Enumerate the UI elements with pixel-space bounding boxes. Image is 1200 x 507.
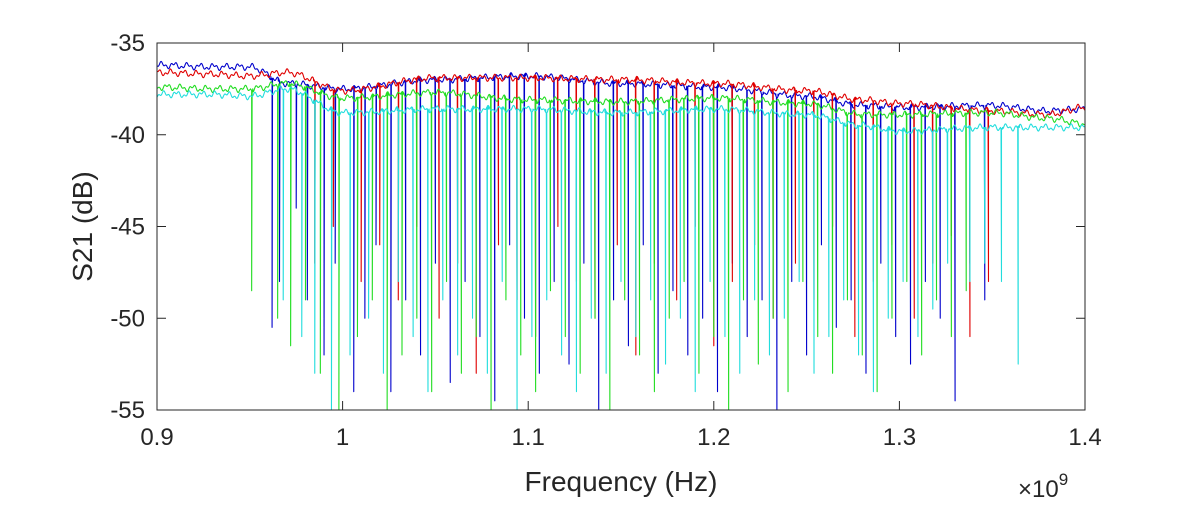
x-axis-exponent-power: 9 [1059,470,1068,489]
y-tick-label: -40 [110,122,145,149]
x-axis-exponent-base: ×10 [1018,476,1059,503]
x-tick-label: 1.1 [512,424,545,451]
x-tick-label: 1.4 [1068,424,1101,451]
x-tick-label: 0.9 [140,424,173,451]
y-axis-ticks: -55 -50 -45 -40 -35 [110,30,1085,424]
series-layer [157,60,1085,410]
series-line-2 [157,68,1085,374]
y-tick-label: -50 [110,305,145,332]
x-tick-label: 1.2 [697,424,730,451]
series-line-3 [157,80,1085,410]
x-axis-exponent-label: ×109 [1018,470,1068,503]
x-tick-label: 1 [336,424,349,451]
x-axis-label: Frequency (Hz) [525,466,718,497]
x-axis-ticks: 0.9 1 1.1 1.2 1.3 1.4 [140,43,1102,451]
y-tick-label: -35 [110,30,145,57]
y-tick-label: -55 [110,397,145,424]
x-tick-label: 1.3 [883,424,916,451]
series-line-4 [157,85,1085,410]
y-tick-label: -45 [110,214,145,241]
y-axis-label: S21 (dB) [67,171,98,282]
